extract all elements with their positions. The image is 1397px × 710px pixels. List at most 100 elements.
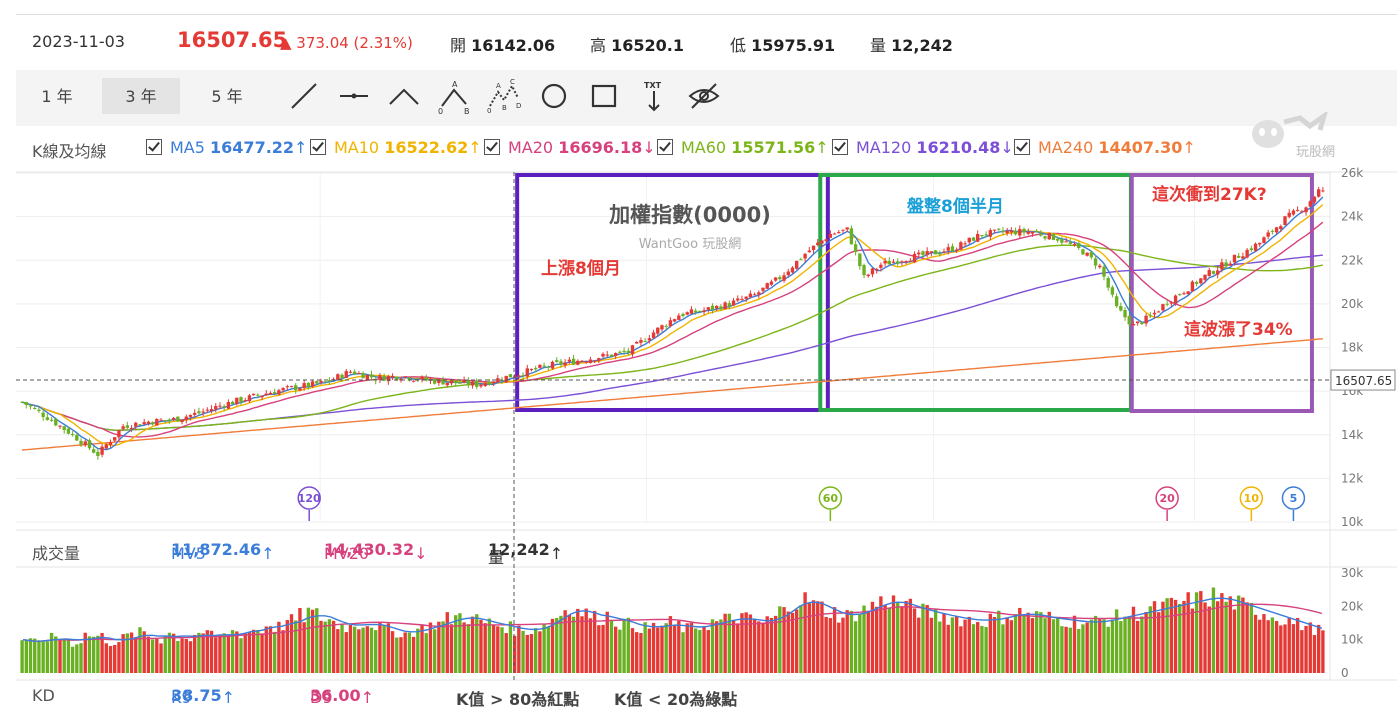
volume-bar <box>1173 599 1178 673</box>
line-tool-icon[interactable] <box>286 78 322 114</box>
ma10-checkbox[interactable] <box>310 139 326 155</box>
volume-bar <box>757 621 761 673</box>
rectangle-tool-icon[interactable] <box>586 78 622 114</box>
candle-body <box>125 425 130 428</box>
candle-body <box>1110 287 1115 295</box>
volume-bar <box>1283 624 1287 673</box>
volume-bar <box>1165 598 1169 673</box>
ma120-checkbox[interactable] <box>832 139 848 155</box>
ma240-checkbox[interactable] <box>1014 139 1030 155</box>
volume-bar <box>635 632 639 673</box>
volume-bar <box>963 619 967 673</box>
period-1y-button[interactable]: 1 年 <box>18 78 96 114</box>
candle-body <box>992 229 997 231</box>
volume-bar <box>163 635 167 673</box>
candle-body <box>567 359 572 362</box>
volume-bar <box>719 619 723 673</box>
abc-pattern-icon[interactable]: A 0 B <box>436 78 472 114</box>
candle-body <box>1001 230 1005 233</box>
hide-drawings-icon[interactable] <box>686 78 722 114</box>
volume-bar <box>698 630 702 673</box>
horizontal-line-icon[interactable] <box>336 78 372 114</box>
volume-bar <box>693 628 698 673</box>
volume-bar <box>268 626 273 673</box>
period-5y-button[interactable]: 5 年 <box>188 78 266 114</box>
ma10-toggle[interactable]: MA10 16522.62↑ <box>310 138 482 157</box>
abcde-pattern-icon[interactable]: A C 0 B D <box>486 78 522 114</box>
volume-bar <box>811 600 816 673</box>
ma60-toggle[interactable]: MA60 15571.56↑ <box>657 138 829 157</box>
volume-bar <box>677 620 681 673</box>
candle-body <box>336 374 340 380</box>
volume-bar <box>1317 624 1321 673</box>
volume-bar <box>100 632 104 673</box>
period-3y-button[interactable]: 3 年 <box>102 78 180 114</box>
candle-body <box>1270 230 1275 232</box>
volume-bar <box>256 629 260 673</box>
candle-body <box>1030 232 1035 234</box>
ma60-checkbox[interactable] <box>657 139 673 155</box>
candle-body <box>113 437 117 441</box>
candle-body <box>33 407 37 409</box>
polyline-icon[interactable] <box>386 78 422 114</box>
candle-body <box>1186 291 1190 295</box>
text-tool-label: TXT <box>644 81 662 90</box>
candle-body <box>437 379 441 384</box>
mv5-line <box>23 597 1323 643</box>
candle-body <box>108 442 113 445</box>
circle-tool-icon[interactable] <box>536 78 572 114</box>
candle-body <box>146 421 151 424</box>
candle-body <box>1245 249 1249 258</box>
candle-body <box>630 345 635 355</box>
volume-bar <box>912 608 917 673</box>
candle-body <box>500 379 504 381</box>
candle-body <box>1182 293 1186 295</box>
candle-body <box>365 375 369 380</box>
ma20-toggle[interactable]: MA20 16696.18↓ <box>484 138 656 157</box>
candle-body <box>1173 295 1178 304</box>
volume-bar <box>1034 611 1039 673</box>
candle-body <box>984 234 988 236</box>
volume-bar <box>399 637 403 673</box>
candle-body <box>260 395 264 398</box>
volume-bar <box>546 626 550 673</box>
volume-bar <box>1089 619 1094 673</box>
candle-body <box>285 386 289 388</box>
ma5-toggle[interactable]: MA5 16477.22↑ <box>146 138 307 157</box>
volume-bar <box>1207 606 1211 673</box>
candle-body <box>580 360 584 362</box>
candle-body <box>1266 232 1270 237</box>
candle-body <box>66 428 71 434</box>
candle-body <box>609 354 614 357</box>
volume-bar <box>113 644 117 673</box>
volume-bar <box>117 642 121 673</box>
k9-value: 38.75 <box>171 686 222 705</box>
candle-body <box>150 422 155 425</box>
volume-bar <box>980 625 984 673</box>
candle-body <box>1047 232 1051 240</box>
volume-bar <box>129 632 134 673</box>
volume-bar <box>866 611 870 673</box>
volume-bar <box>66 639 71 673</box>
ma120-toggle[interactable]: MA120 16210.48↓ <box>832 138 1014 157</box>
ma240-toggle[interactable]: MA240 14407.30↑ <box>1014 138 1196 157</box>
volume-bar <box>1022 615 1026 673</box>
text-tool-icon[interactable]: TXT <box>636 78 672 114</box>
volume-bar <box>1135 620 1140 673</box>
candle-body <box>96 451 100 456</box>
volume-bar <box>146 636 151 673</box>
volume-bar <box>298 608 302 673</box>
ma10-arrow: ↑ <box>468 138 482 157</box>
candle-body <box>988 230 993 237</box>
kd-note-green: K值 < 20為綠點 <box>614 690 738 709</box>
volume-bar <box>1123 616 1127 673</box>
volume-bar <box>618 629 622 673</box>
ma20-checkbox[interactable] <box>484 139 500 155</box>
candle-body <box>681 313 685 316</box>
volume-bar <box>1279 625 1283 673</box>
ma240-arrow: ↑ <box>1182 138 1196 157</box>
ma5-checkbox[interactable] <box>146 139 162 155</box>
candle-body <box>230 401 235 405</box>
volume-bar <box>500 627 504 673</box>
candle-body <box>900 261 904 263</box>
